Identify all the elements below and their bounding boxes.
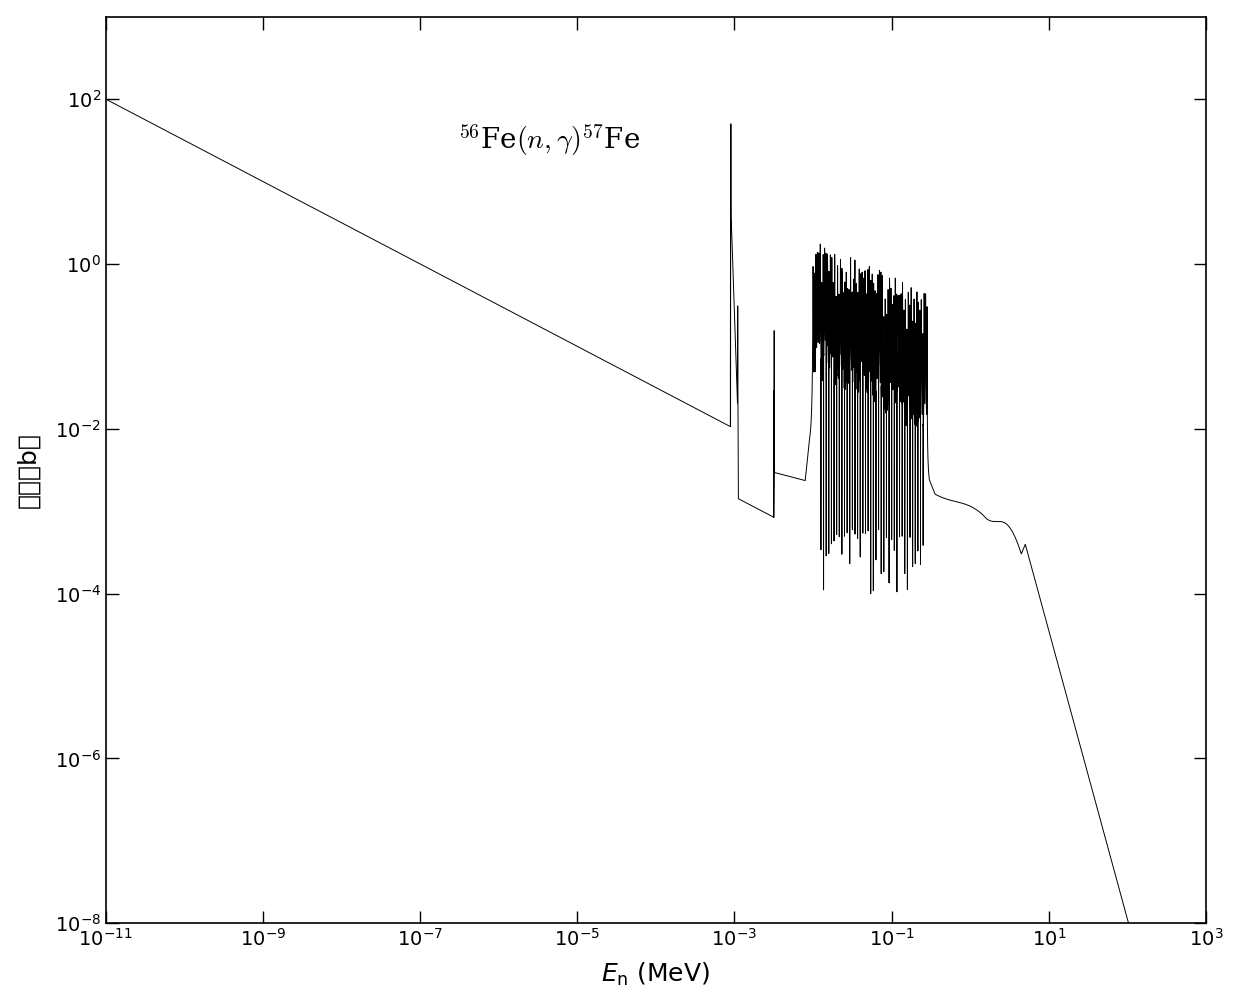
Text: $^{56}$Fe$(n, \gamma)^{57}$Fe: $^{56}$Fe$(n, \gamma)^{57}$Fe — [458, 122, 640, 158]
X-axis label: $E_{\mathrm{n}}$ (MeV): $E_{\mathrm{n}}$ (MeV) — [601, 961, 711, 988]
Y-axis label: 截面（b）: 截面（b） — [16, 432, 41, 508]
